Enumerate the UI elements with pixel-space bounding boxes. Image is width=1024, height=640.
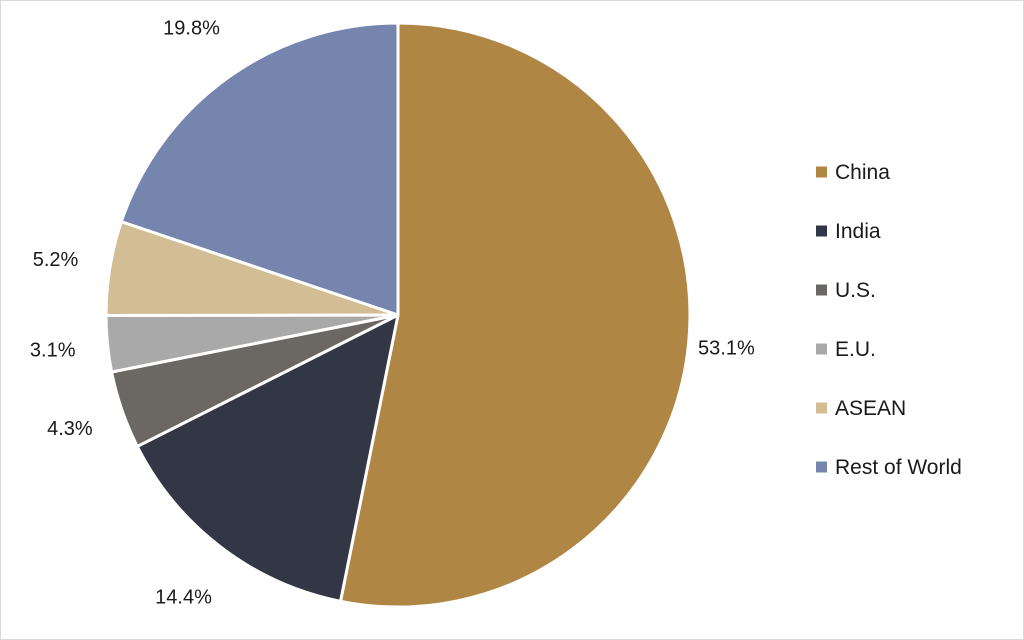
data-labels: 53.1% 14.4% 4.3% 3.1% 5.2% 19.8% — [30, 17, 755, 608]
legend-swatch-asean — [816, 402, 827, 414]
legend-swatch-india — [816, 225, 827, 237]
legend-label-china: China — [835, 161, 890, 184]
data-label-china: 53.1% — [698, 338, 755, 360]
legend: China India U.S. E.U. ASEAN Rest of World — [816, 161, 962, 479]
legend-label-e-u: E.U. — [835, 338, 876, 361]
data-label-u-s: 4.3% — [47, 418, 93, 440]
data-label-india: 14.4% — [155, 587, 212, 609]
legend-label-india: India — [835, 220, 881, 243]
legend-label-u-s: U.S. — [835, 279, 876, 302]
legend-label-asean: ASEAN — [835, 397, 906, 420]
legend-swatch-u-s — [816, 284, 827, 296]
pie-slice-india — [135, 313, 400, 603]
data-label-asean: 5.2% — [33, 249, 79, 271]
data-label-rest-of-world: 19.8% — [163, 17, 220, 39]
pie-slice-china — [339, 21, 692, 609]
pie-slice-rest-of-world — [119, 21, 400, 317]
legend-swatch-e-u — [816, 343, 827, 355]
legend-label-rest-of-world: Rest of World — [835, 456, 962, 479]
data-label-e-u: 3.1% — [30, 339, 76, 361]
pie-slices — [104, 21, 692, 609]
legend-swatch-rest-of-world — [816, 461, 827, 473]
legend-swatch-china — [816, 166, 827, 178]
